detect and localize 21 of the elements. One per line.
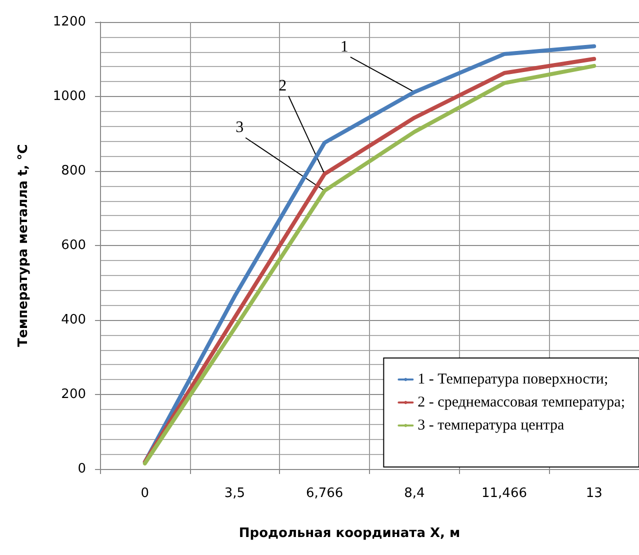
legend-label: 3 - температура центра [418,418,565,434]
x-axis-title: Продольная координата X, м [238,526,460,541]
y-axis-title: Температура металла t, °С [16,144,31,347]
y-tick-label: 0 [78,462,86,476]
x-tick-label: 3,5 [224,486,246,501]
y-tick-label: 1000 [52,89,86,104]
legend-label: 1 - Температура поверхности; [418,372,608,388]
x-tick-label: 0 [140,486,150,501]
annotation: 2 [278,77,287,94]
x-tick-label: 6,766 [306,486,344,501]
legend-label: 2 - среднемассовая температура; [418,394,625,410]
y-tick-label: 400 [61,312,86,328]
y-tick-label: 1200 [52,14,86,30]
annotation: 1 [340,38,348,56]
y-tick-label: 200 [61,387,86,402]
x-tick-label: 13 [586,486,602,501]
x-tick-label: 8,4 [404,486,425,501]
y-tick-label: 800 [61,164,86,178]
annotation: 3 [236,119,244,136]
x-tick-label: 11,466 [482,486,527,501]
y-tick-label: 600 [61,238,86,253]
